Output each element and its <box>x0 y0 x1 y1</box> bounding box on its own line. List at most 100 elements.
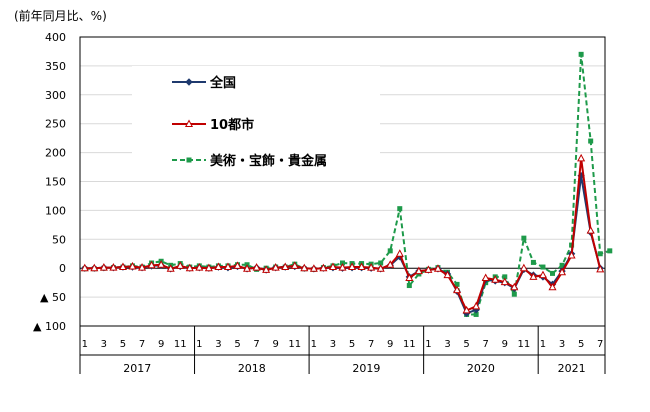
x-tick-label: 11 <box>288 339 301 350</box>
x-tick-label: 1 <box>82 339 88 350</box>
data-point <box>500 277 509 286</box>
x-tick-label: 5 <box>463 339 469 350</box>
x-tick-label: 1 <box>311 339 317 350</box>
data-point <box>473 311 479 317</box>
x-tick-label: 11 <box>403 339 416 350</box>
data-point <box>233 261 242 269</box>
data-point <box>569 242 575 248</box>
data-point <box>387 248 393 254</box>
data-point <box>481 273 490 282</box>
data-point <box>510 282 519 291</box>
x-year-label: 2018 <box>238 362 266 375</box>
data-point <box>395 249 404 257</box>
data-point <box>338 263 347 271</box>
data-point <box>588 138 594 144</box>
data-point <box>519 263 528 272</box>
x-tick-label: 3 <box>330 339 336 350</box>
y-tick-label: 250 <box>45 118 66 131</box>
data-point <box>214 262 223 271</box>
data-point <box>99 263 108 271</box>
x-tick-label: 3 <box>101 339 107 350</box>
data-point <box>521 235 527 241</box>
data-point <box>204 263 213 272</box>
y-tick-label: 200 <box>45 147 66 160</box>
data-point <box>367 263 376 271</box>
x-tick-label: 9 <box>158 339 164 350</box>
x-tick-label: 5 <box>234 339 240 350</box>
data-point <box>262 265 271 273</box>
x-tick-label: 7 <box>597 339 603 350</box>
y-tick-label: 300 <box>45 89 66 102</box>
data-point <box>195 263 204 271</box>
legend-label: 全国 <box>209 75 236 91</box>
data-point <box>128 261 137 270</box>
data-point <box>184 119 194 127</box>
y-tick-label: 400 <box>45 31 66 44</box>
data-point <box>596 264 605 273</box>
data-point <box>319 263 328 272</box>
x-tick-label: 3 <box>215 339 221 350</box>
data-point <box>357 262 366 271</box>
y-tick-label: 50 <box>52 233 66 246</box>
data-point <box>540 264 546 270</box>
series-group <box>80 51 613 317</box>
data-point <box>166 264 175 272</box>
y-axis-label: (前年同月比、%) <box>14 8 107 23</box>
data-point <box>586 226 595 234</box>
series-1 <box>80 153 605 314</box>
data-point <box>462 305 471 314</box>
data-point <box>453 285 462 294</box>
data-point <box>309 264 318 272</box>
data-point <box>252 263 261 271</box>
x-year-label: 2017 <box>123 362 151 375</box>
data-point <box>138 263 147 271</box>
x-tick-label: 5 <box>578 339 584 350</box>
x-tick-label: 11 <box>174 339 187 350</box>
data-point <box>328 262 337 271</box>
data-point <box>454 281 460 287</box>
x-tick-label: 9 <box>272 339 278 350</box>
x-tick-label: 3 <box>444 339 450 350</box>
data-point <box>414 266 423 275</box>
x-tick-label: 5 <box>120 339 126 350</box>
data-point <box>406 283 412 289</box>
data-point <box>376 264 385 272</box>
data-point <box>118 262 127 271</box>
series-0 <box>81 172 604 317</box>
x-tick-label: 7 <box>253 339 259 350</box>
data-point <box>185 263 194 272</box>
y-tick-label: 150 <box>45 176 66 189</box>
x-tick-label: 9 <box>502 339 508 350</box>
data-point <box>607 248 613 254</box>
data-point <box>290 261 299 269</box>
data-point <box>502 274 508 280</box>
data-point <box>300 263 309 272</box>
data-point <box>491 275 500 283</box>
x-tick-label: 7 <box>482 339 488 350</box>
data-point <box>577 153 586 162</box>
x-year-label: 2021 <box>558 362 586 375</box>
legend-label: 美術・宝飾・貴金属 <box>210 153 327 169</box>
data-point <box>558 267 567 276</box>
data-point <box>550 270 555 276</box>
data-point <box>538 270 547 279</box>
x-year-label: 2020 <box>467 362 495 375</box>
data-point <box>109 263 118 271</box>
x-year-label: 2019 <box>352 362 380 375</box>
data-point <box>185 78 193 86</box>
x-tick-label: 1 <box>196 339 202 350</box>
data-point <box>348 262 357 271</box>
data-point <box>424 265 433 273</box>
data-point <box>511 291 517 297</box>
data-point <box>529 272 538 280</box>
x-tick-label: 7 <box>368 339 374 350</box>
data-point <box>271 263 280 271</box>
data-point <box>340 260 345 266</box>
data-point <box>433 264 442 272</box>
x-tick-label: 11 <box>517 339 530 350</box>
x-tick-label: 7 <box>139 339 145 350</box>
x-tick-label: 9 <box>387 339 393 350</box>
data-point <box>559 262 565 268</box>
data-point <box>578 51 584 57</box>
data-point <box>443 270 452 279</box>
